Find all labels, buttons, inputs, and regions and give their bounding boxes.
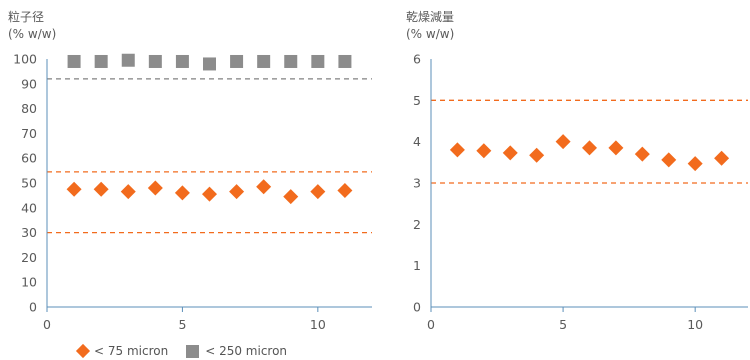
data-point-diamond (476, 143, 492, 159)
data-point-diamond (202, 186, 217, 202)
y-tick-label: 20 (21, 250, 37, 265)
y-tick-label: 0 (29, 300, 37, 315)
data-point-square (121, 53, 135, 67)
axes (430, 59, 748, 312)
orange-diamond-icon (75, 343, 91, 359)
data-point-diamond (283, 189, 299, 205)
chart-loss-on-drying: 乾燥減量 (% w/w) 0 1 2 3 4 5 6 0 5 10 (406, 9, 748, 332)
data-point-diamond (256, 179, 272, 195)
data-point-diamond (661, 152, 677, 168)
data-point-diamond (714, 150, 730, 166)
data-point-square (230, 54, 244, 68)
data-point-diamond (337, 182, 353, 198)
y-axis-label: (% w/w) (8, 27, 56, 41)
data-point-diamond (608, 140, 624, 156)
y-tick-label: 4 (413, 134, 421, 149)
y-tick-label: 40 (21, 200, 37, 215)
y-tick-label: 10 (21, 275, 37, 290)
legend-label: < 75 micron (94, 344, 169, 358)
data-point-square (67, 54, 81, 68)
data-point-diamond (634, 146, 650, 162)
y-tick-label: 2 (413, 217, 421, 232)
data-point-diamond (147, 180, 163, 196)
data-point-diamond (449, 142, 465, 158)
axes (46, 59, 372, 312)
data-point-square (94, 54, 108, 68)
data-points (66, 53, 353, 205)
data-point-square (175, 54, 189, 68)
y-tick-label: 30 (21, 225, 37, 240)
data-point-diamond (555, 134, 571, 150)
x-tick-labels: 0 5 10 (427, 317, 703, 332)
legend-item-250-micron: < 250 micron (186, 344, 287, 358)
data-point-diamond (529, 147, 545, 163)
y-tick-label: 50 (21, 176, 37, 191)
x-tick-label: 0 (43, 317, 51, 332)
x-tick-labels: 0 5 10 (43, 317, 326, 332)
data-point-square (148, 54, 162, 68)
x-tick-label: 10 (310, 317, 326, 332)
y-tick-label: 60 (21, 151, 37, 166)
y-tick-label: 90 (21, 76, 37, 91)
y-tick-labels: 0 10 20 30 40 50 60 70 80 90 100 (13, 52, 37, 315)
data-point-square (311, 54, 325, 68)
data-point-diamond (582, 140, 597, 156)
data-point-square (257, 54, 271, 68)
data-point-square (338, 54, 352, 68)
reference-lines (47, 78, 372, 234)
data-point-diamond (687, 156, 703, 172)
y-tick-label: 70 (21, 126, 37, 141)
data-point-diamond (502, 145, 518, 161)
data-point-square (284, 54, 298, 68)
y-tick-label: 100 (13, 52, 37, 67)
chart-title: 乾燥減量 (406, 9, 454, 24)
y-tick-label: 0 (413, 300, 421, 315)
x-tick-label: 10 (687, 317, 703, 332)
legend-label: < 250 micron (205, 344, 288, 358)
gray-square-icon (186, 344, 200, 358)
y-tick-label: 1 (413, 258, 421, 273)
data-point-diamond (66, 181, 82, 197)
y-tick-label: 5 (413, 93, 421, 108)
data-point-diamond (174, 185, 190, 201)
legend: < 75 micron < 250 micron (75, 342, 305, 360)
data-point-square (203, 57, 216, 71)
data-point-diamond (93, 181, 109, 197)
data-points (449, 134, 730, 172)
y-tick-label: 6 (413, 52, 421, 67)
data-point-diamond (310, 184, 326, 200)
reference-lines (431, 99, 748, 184)
chart-particle-size: 粒子径 (% w/w) 0 10 20 30 40 50 60 70 80 90 100 0 5 10 (8, 9, 372, 332)
y-tick-label: 80 (21, 101, 37, 116)
y-axis-label: (% w/w) (406, 27, 454, 41)
legend-item-75-micron: < 75 micron (75, 343, 169, 359)
data-point-diamond (120, 184, 136, 200)
chart-title: 粒子径 (8, 9, 44, 24)
x-tick-label: 0 (427, 317, 435, 332)
y-tick-label: 3 (413, 176, 421, 191)
data-point-diamond (229, 184, 245, 200)
y-tick-labels: 0 1 2 3 4 5 6 (413, 52, 421, 315)
x-tick-label: 5 (178, 317, 186, 332)
x-tick-label: 5 (559, 317, 567, 332)
